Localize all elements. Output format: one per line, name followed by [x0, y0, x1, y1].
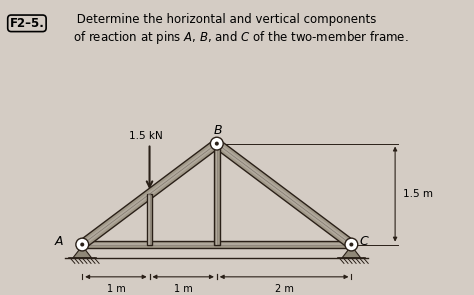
Circle shape [345, 238, 358, 251]
Text: $B$: $B$ [212, 124, 222, 137]
Polygon shape [82, 243, 351, 246]
Text: $A$: $A$ [54, 235, 64, 248]
Text: 1.5 m: 1.5 m [403, 189, 433, 199]
Polygon shape [82, 241, 351, 248]
Polygon shape [216, 144, 218, 245]
Text: 2 m: 2 m [274, 283, 293, 294]
Polygon shape [214, 144, 219, 245]
Polygon shape [216, 142, 353, 246]
Circle shape [80, 242, 84, 247]
Polygon shape [80, 140, 219, 248]
Circle shape [349, 242, 354, 247]
Polygon shape [342, 246, 361, 258]
Polygon shape [147, 194, 152, 245]
Text: 1 m: 1 m [107, 283, 125, 294]
Text: F2–5.: F2–5. [9, 17, 45, 30]
Circle shape [210, 137, 223, 150]
Polygon shape [81, 142, 218, 246]
Text: Determine the horizontal and vertical components
of reaction at pins $A$, $B$, a: Determine the horizontal and vertical co… [73, 14, 409, 46]
Circle shape [215, 142, 219, 146]
Polygon shape [73, 246, 91, 258]
Text: 1 m: 1 m [174, 283, 192, 294]
Polygon shape [214, 140, 354, 248]
Text: $C$: $C$ [359, 235, 370, 248]
Polygon shape [148, 194, 151, 245]
Circle shape [76, 238, 89, 251]
Text: 1.5 kN: 1.5 kN [129, 131, 163, 141]
